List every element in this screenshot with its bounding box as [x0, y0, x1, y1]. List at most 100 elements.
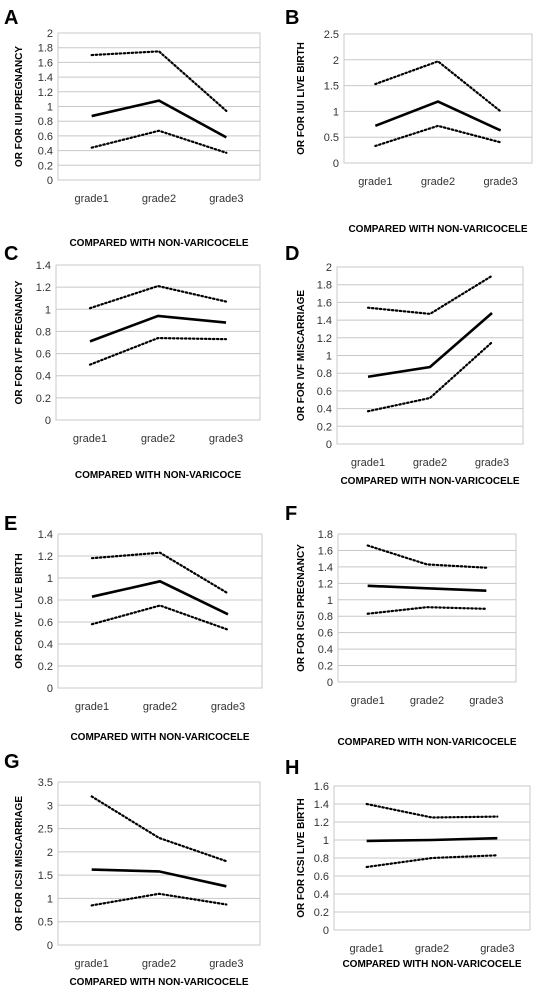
x-tick-label: grade1	[75, 193, 109, 205]
x-axis-title: COMPARED WITH NON-VARICOCELE	[340, 476, 519, 487]
x-tick-label: grade2	[142, 193, 176, 205]
series-line-2	[366, 274, 494, 316]
panel-f: F 0 0.2 0.4 0.6 0.8 1 1.2 1.4 1.6 1.8 grade1 grade2 g…	[285, 503, 517, 748]
y-axis-title: OR FOR IUI PREGNANCY	[14, 46, 25, 167]
y-tick-label: 1	[47, 102, 53, 114]
series-line-3	[90, 129, 228, 154]
y-tick-label: 0.4	[38, 146, 53, 158]
x-tick-label: grade1	[351, 695, 385, 707]
y-tick-label: 0.8	[318, 611, 333, 623]
y-tick-label: 0.4	[36, 371, 51, 383]
y-tick-label: 0.2	[314, 907, 329, 919]
series-line-1	[367, 312, 493, 379]
y-axis-title: OR FOR IUI LIVE BIRTH	[296, 42, 307, 155]
y-tick-label: 1.8	[318, 529, 333, 541]
y-tick-label: 0.8	[36, 326, 51, 338]
y-tick-label: 0.4	[314, 889, 329, 901]
y-axis-title: OR FOR IVF PREGNANCY	[14, 280, 25, 404]
x-tick-label: grade3	[209, 958, 243, 970]
y-tick-label: 0.2	[38, 661, 53, 673]
y-tick-label: 1	[47, 573, 53, 585]
y-tick-label: 0.8	[317, 368, 332, 380]
y-tick-label: 1.8	[317, 280, 332, 292]
series-line-3	[374, 124, 502, 148]
y-tick-label: 0.6	[38, 617, 53, 629]
y-tick-label: 1.4	[317, 315, 332, 327]
x-tick-label: grade2	[141, 433, 175, 445]
y-tick-label: 0.6	[314, 871, 329, 883]
series-line-2	[366, 544, 488, 569]
y-axis-title: OR FOR IVF LIVE BIRTH	[14, 553, 25, 669]
series-line-2	[90, 795, 228, 863]
x-axis-title: COMPARED WITH NON-VARICOCELE	[69, 238, 248, 249]
panel-label: G	[4, 751, 20, 773]
y-tick-label: 1.4	[38, 72, 53, 84]
x-tick-label: grade1	[75, 958, 109, 970]
x-axis-title: COMPARED WITH NON-VARICOCE	[75, 470, 242, 481]
y-tick-label: 2	[333, 55, 339, 67]
y-axis-title: OR FOR ICSI PREGNANCY	[296, 544, 307, 672]
x-tick-label: grade1	[75, 701, 109, 713]
y-tick-label: 1.2	[318, 578, 333, 590]
y-tick-label: 1	[333, 106, 339, 118]
x-tick-label: grade2	[142, 958, 176, 970]
panel-c: C 0 0.2 0.4 0.6 0.8 1 1.2 1.4 grade1 grade2 grade3 C…	[4, 243, 261, 481]
series-line-2	[374, 60, 502, 113]
panel-label: F	[285, 503, 297, 525]
y-tick-label: 2.5	[38, 824, 53, 836]
y-tick-label: 0.2	[317, 421, 332, 433]
y-tick-label: 1	[47, 893, 53, 905]
y-tick-label: 0.4	[318, 644, 333, 656]
y-tick-label: 1	[45, 304, 51, 316]
panel-a: A 0 0.2 0.4 0.6 0.8 1 1.2 1.4 1.6 1.8 2 grade1 grade2…	[4, 7, 261, 249]
x-tick-label: grade2	[413, 457, 447, 469]
x-axis-title: COMPARED WITH NON-VARICOCELE	[342, 959, 521, 970]
panel-label: C	[4, 243, 18, 265]
y-tick-label: 0.5	[38, 917, 53, 929]
x-tick-label: grade3	[209, 433, 243, 445]
series-line-3	[90, 892, 228, 907]
plot-area	[343, 33, 533, 164]
x-tick-label: grade3	[211, 701, 245, 713]
y-tick-label: 0	[327, 677, 333, 689]
y-tick-label: 1.2	[317, 333, 332, 345]
y-tick-label: 1.8	[38, 43, 53, 55]
series-line-1	[366, 836, 498, 843]
x-tick-label: grade1	[73, 433, 107, 445]
x-tick-label: grade2	[421, 176, 455, 188]
series-line-2	[90, 50, 228, 113]
y-tick-label: 1.6	[317, 297, 332, 309]
y-tick-label: 0	[333, 158, 339, 170]
y-tick-label: 2.5	[324, 29, 339, 41]
y-tick-label: 0.6	[38, 131, 53, 143]
panel-label: A	[4, 7, 18, 29]
y-tick-label: 0	[45, 415, 51, 427]
y-tick-label: 0	[47, 175, 53, 187]
series-line-3	[365, 854, 499, 869]
series-line-2	[90, 551, 230, 595]
y-axis-title: OR FOR IVF MISCARRIAGE	[296, 290, 307, 421]
x-tick-label: grade1	[358, 176, 392, 188]
y-axis-title: OR FOR ICSI MISCARRIAGE	[14, 796, 25, 931]
plot-area	[57, 533, 263, 689]
y-tick-label: 1.2	[36, 282, 51, 294]
y-tick-label: 1.4	[318, 562, 333, 574]
series-line-2	[88, 284, 228, 310]
y-tick-label: 2	[326, 262, 332, 274]
x-tick-label: grade1	[350, 943, 384, 955]
y-tick-label: 1.5	[38, 870, 53, 882]
y-tick-label: 1.6	[38, 57, 53, 69]
y-tick-label: 0.6	[318, 628, 333, 640]
x-axis-title: COMPARED WITH NON-VARICOCELE	[69, 977, 248, 988]
series-line-1	[374, 100, 502, 132]
series-line-3	[366, 341, 494, 413]
x-tick-label: grade1	[351, 457, 385, 469]
panel-b: B 0 0.5 1 1.5 2 2.5 grade1 grade2 grade3 COMPARED …	[285, 7, 533, 235]
series-line-2	[365, 802, 499, 819]
series-line-1	[91, 868, 227, 888]
y-tick-label: 0.8	[314, 853, 329, 865]
y-tick-label: 0.5	[324, 132, 339, 144]
y-tick-label: 0.6	[36, 349, 51, 361]
x-axis-title: COMPARED WITH NON-VARICOCELE	[348, 224, 527, 235]
panel-label: H	[285, 757, 299, 779]
